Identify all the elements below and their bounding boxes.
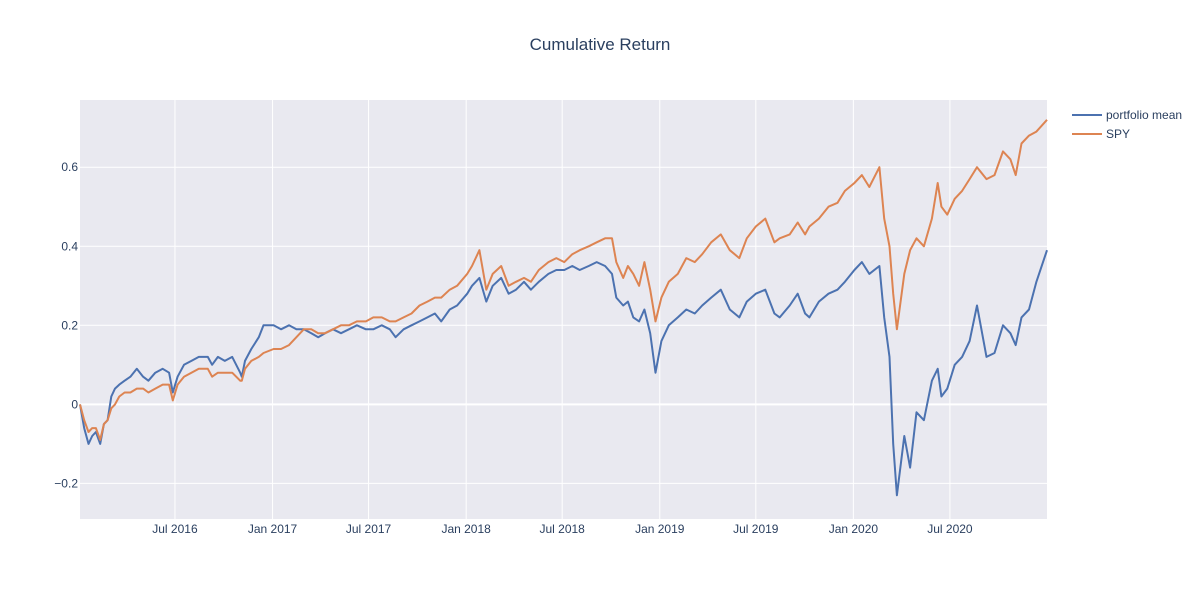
x-gridlines <box>174 100 951 519</box>
x-tick-label: Jan 2017 <box>248 522 298 536</box>
x-tick-label: Jul 2016 <box>152 522 198 536</box>
y-tick-label: 0.2 <box>61 318 78 332</box>
y-tick-label: 0.6 <box>61 160 78 174</box>
x-tick-label: Jul 2020 <box>927 522 973 536</box>
x-tick-label: Jul 2019 <box>733 522 779 536</box>
y-tick-label: 0 <box>71 397 78 411</box>
y-tick-label: 0.4 <box>61 239 78 253</box>
legend: portfolio mean SPY <box>1072 108 1182 141</box>
y-tick-label: −0.2 <box>54 476 78 490</box>
legend-label[interactable]: SPY <box>1106 127 1130 141</box>
y-axis-tick-labels: −0.2 0 0.2 0.4 0.6 <box>54 160 78 490</box>
x-axis-tick-labels: Jul 2016 Jan 2017 Jul 2017 Jan 2018 Jul 2018… <box>152 522 973 536</box>
series-line-portfolio-mean <box>79 249 1048 497</box>
chart-title: Cumulative Return <box>530 35 671 54</box>
legend-label[interactable]: portfolio mean <box>1106 108 1182 122</box>
series-line-spy <box>79 119 1048 441</box>
series-lines <box>79 119 1048 497</box>
x-tick-label: Jul 2017 <box>346 522 392 536</box>
x-tick-label: Jul 2018 <box>539 522 585 536</box>
x-tick-label: Jan 2020 <box>829 522 879 536</box>
plot-area <box>80 100 1047 519</box>
x-tick-label: Jan 2018 <box>441 522 491 536</box>
x-tick-label: Jan 2019 <box>635 522 685 536</box>
